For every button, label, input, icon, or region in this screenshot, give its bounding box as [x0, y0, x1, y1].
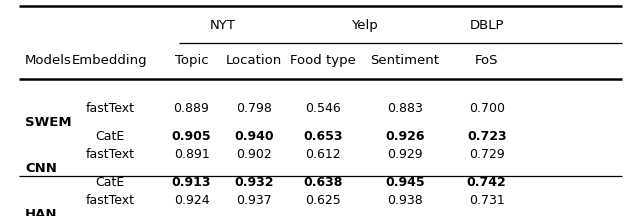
Text: 0.937: 0.937 — [237, 194, 272, 207]
Text: 0.926: 0.926 — [386, 130, 425, 143]
Text: 0.700: 0.700 — [468, 102, 505, 114]
Text: 0.938: 0.938 — [387, 194, 423, 207]
Text: FoS: FoS — [475, 54, 499, 67]
Text: CatE: CatE — [95, 130, 124, 143]
Text: 0.929: 0.929 — [387, 148, 423, 161]
Text: DBLP: DBLP — [470, 19, 504, 32]
Text: 0.945: 0.945 — [385, 176, 425, 189]
Text: Location: Location — [226, 54, 283, 67]
Text: 0.902: 0.902 — [237, 148, 272, 161]
Text: NYT: NYT — [210, 19, 236, 32]
Text: 0.940: 0.940 — [234, 130, 274, 143]
Text: Yelp: Yelp — [351, 19, 377, 32]
Text: Models: Models — [25, 54, 72, 67]
Text: Sentiment: Sentiment — [371, 54, 440, 67]
Text: 0.905: 0.905 — [171, 130, 212, 143]
Text: 0.913: 0.913 — [172, 176, 211, 189]
Text: 0.625: 0.625 — [306, 194, 341, 207]
Text: 0.729: 0.729 — [469, 148, 504, 161]
Text: HAN: HAN — [25, 208, 58, 216]
Text: Embedding: Embedding — [72, 54, 148, 67]
Text: 0.798: 0.798 — [236, 102, 273, 114]
Text: fastText: fastText — [85, 194, 134, 207]
Text: 0.889: 0.889 — [173, 102, 210, 114]
Text: 0.932: 0.932 — [235, 176, 274, 189]
Text: 0.731: 0.731 — [469, 194, 504, 207]
Text: 0.891: 0.891 — [174, 148, 209, 161]
Text: 0.653: 0.653 — [304, 130, 343, 143]
Text: 0.883: 0.883 — [387, 102, 423, 114]
Text: CNN: CNN — [25, 162, 57, 175]
Text: CatE: CatE — [95, 176, 124, 189]
Text: 0.612: 0.612 — [306, 148, 341, 161]
Text: SWEM: SWEM — [25, 116, 72, 129]
Text: 0.638: 0.638 — [304, 176, 343, 189]
Text: 0.723: 0.723 — [467, 130, 507, 143]
Text: 0.924: 0.924 — [174, 194, 209, 207]
Text: fastText: fastText — [85, 148, 134, 161]
Text: 0.742: 0.742 — [467, 176, 507, 189]
Text: Food type: Food type — [291, 54, 356, 67]
Text: Topic: Topic — [175, 54, 208, 67]
Text: 0.546: 0.546 — [306, 102, 341, 114]
Text: fastText: fastText — [85, 102, 134, 114]
